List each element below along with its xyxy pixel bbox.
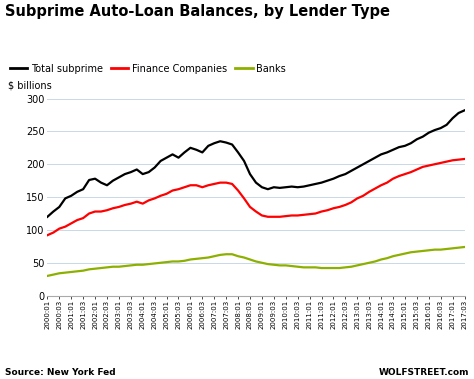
Text: $ billions: $ billions xyxy=(8,81,52,91)
Line: Total subprime: Total subprime xyxy=(47,110,465,217)
Line: Finance Companies: Finance Companies xyxy=(47,159,465,235)
Finance Companies xyxy=(462,157,467,161)
Finance Companies xyxy=(200,185,205,190)
Banks xyxy=(200,256,205,260)
Banks xyxy=(438,247,444,252)
Text: Subprime Auto-Loan Balances, by Lender Type: Subprime Auto-Loan Balances, by Lender T… xyxy=(5,4,390,19)
Total subprime xyxy=(200,150,205,155)
Total subprime xyxy=(45,215,50,219)
Text: WOLFSTREET.com: WOLFSTREET.com xyxy=(379,368,469,377)
Banks xyxy=(295,265,301,269)
Banks xyxy=(56,271,62,276)
Finance Companies xyxy=(247,205,253,209)
Line: Banks: Banks xyxy=(47,247,465,276)
Banks xyxy=(462,245,467,249)
Total subprime xyxy=(247,172,253,176)
Finance Companies xyxy=(295,213,301,218)
Finance Companies xyxy=(438,161,444,165)
Finance Companies xyxy=(45,233,50,238)
Total subprime xyxy=(295,185,301,190)
Banks xyxy=(164,260,169,265)
Text: Source: New York Fed: Source: New York Fed xyxy=(5,368,115,377)
Total subprime xyxy=(438,126,444,130)
Total subprime xyxy=(164,155,169,160)
Banks xyxy=(247,257,253,262)
Legend: Total subprime, Finance Companies, Banks: Total subprime, Finance Companies, Banks xyxy=(9,64,286,74)
Finance Companies xyxy=(164,191,169,196)
Banks xyxy=(45,274,50,278)
Finance Companies xyxy=(56,226,62,231)
Total subprime xyxy=(56,205,62,209)
Total subprime xyxy=(462,108,467,113)
